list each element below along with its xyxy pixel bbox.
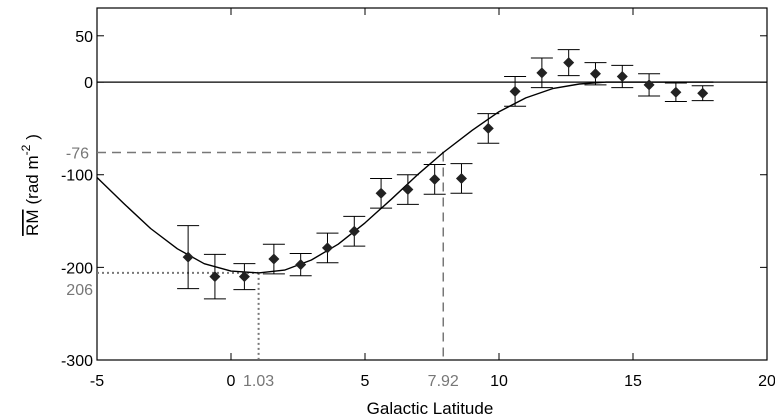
diamond-marker bbox=[321, 242, 333, 254]
annotations bbox=[97, 151, 445, 360]
x-tick-label: 15 bbox=[624, 373, 642, 390]
plot-frame bbox=[96, 7, 768, 361]
data-point bbox=[177, 225, 200, 290]
data-point bbox=[450, 163, 473, 194]
data-point bbox=[316, 232, 339, 264]
diamond-marker bbox=[482, 122, 494, 134]
diamond-marker bbox=[563, 57, 575, 69]
axes-layer: -5 0 5 10 15 20 50 0 -100 -200 -300 bbox=[61, 8, 775, 390]
annotation-label-x-dotted: 1.03 bbox=[243, 373, 274, 390]
x-tick-label: -5 bbox=[90, 373, 104, 390]
x-axis-title: Galactic Latitude bbox=[367, 399, 494, 418]
data-point bbox=[691, 85, 714, 102]
points-layer bbox=[177, 49, 714, 300]
y-tick-label: 0 bbox=[84, 75, 93, 92]
data-point bbox=[262, 243, 285, 275]
y-axis-title: RM (rad m-2) bbox=[19, 134, 42, 236]
x-tick-label: 5 bbox=[361, 373, 370, 390]
data-point bbox=[664, 82, 687, 103]
diamond-marker bbox=[509, 85, 521, 97]
data-point bbox=[203, 253, 226, 300]
data-point bbox=[289, 252, 312, 277]
y-tick-label: 50 bbox=[75, 29, 93, 46]
diamond-marker bbox=[643, 79, 655, 91]
data-point bbox=[638, 73, 661, 97]
diamond-marker bbox=[455, 172, 467, 184]
y-axis-title-units: (rad m bbox=[23, 155, 42, 204]
data-point bbox=[584, 62, 607, 86]
annotation-label-y-dotted: 206 bbox=[66, 282, 93, 299]
diamond-marker bbox=[536, 67, 548, 79]
data-point bbox=[343, 215, 366, 247]
annotation-label-y-dashed: -76 bbox=[66, 146, 89, 163]
x-tick-label: 20 bbox=[758, 373, 775, 390]
y-tick-label: -100 bbox=[61, 168, 93, 185]
data-point bbox=[504, 76, 527, 107]
diamond-marker bbox=[697, 87, 709, 99]
diamond-marker bbox=[268, 253, 280, 265]
diamond-marker bbox=[402, 184, 414, 196]
svg-text:RM(rad m-2): RM (rad m-2) bbox=[19, 134, 42, 236]
diamond-marker bbox=[182, 251, 194, 263]
y-axis-title-exp: -2 bbox=[19, 144, 33, 155]
diamond-marker bbox=[429, 173, 441, 185]
data-point bbox=[396, 174, 419, 205]
diamond-marker bbox=[375, 187, 387, 199]
diamond-marker bbox=[670, 86, 682, 98]
y-tick-label: -300 bbox=[61, 353, 93, 370]
annotation-label-x-dashed: 7.92 bbox=[428, 373, 459, 390]
data-point bbox=[611, 64, 634, 89]
y-tick-label: -200 bbox=[61, 260, 93, 277]
diamond-marker bbox=[589, 68, 601, 80]
diamond-marker bbox=[348, 225, 360, 237]
data-point bbox=[530, 57, 553, 89]
data-point bbox=[423, 164, 446, 195]
y-axis-title-close: ) bbox=[23, 134, 42, 140]
data-point bbox=[233, 263, 256, 291]
data-point bbox=[477, 113, 500, 144]
diamond-marker bbox=[209, 271, 221, 283]
data-point bbox=[370, 177, 393, 209]
fit-layer bbox=[96, 81, 714, 274]
diamond-marker bbox=[295, 259, 307, 271]
x-tick-label: 10 bbox=[490, 373, 508, 390]
diamond-marker bbox=[238, 271, 250, 283]
x-tick-label: 0 bbox=[227, 373, 236, 390]
diamond-marker bbox=[616, 71, 628, 83]
y-axis-title-main: RM bbox=[23, 210, 42, 236]
fit-curve bbox=[96, 81, 714, 274]
data-point bbox=[557, 49, 580, 77]
annotation-labels: -76 7.92 206 1.03 bbox=[66, 146, 459, 390]
